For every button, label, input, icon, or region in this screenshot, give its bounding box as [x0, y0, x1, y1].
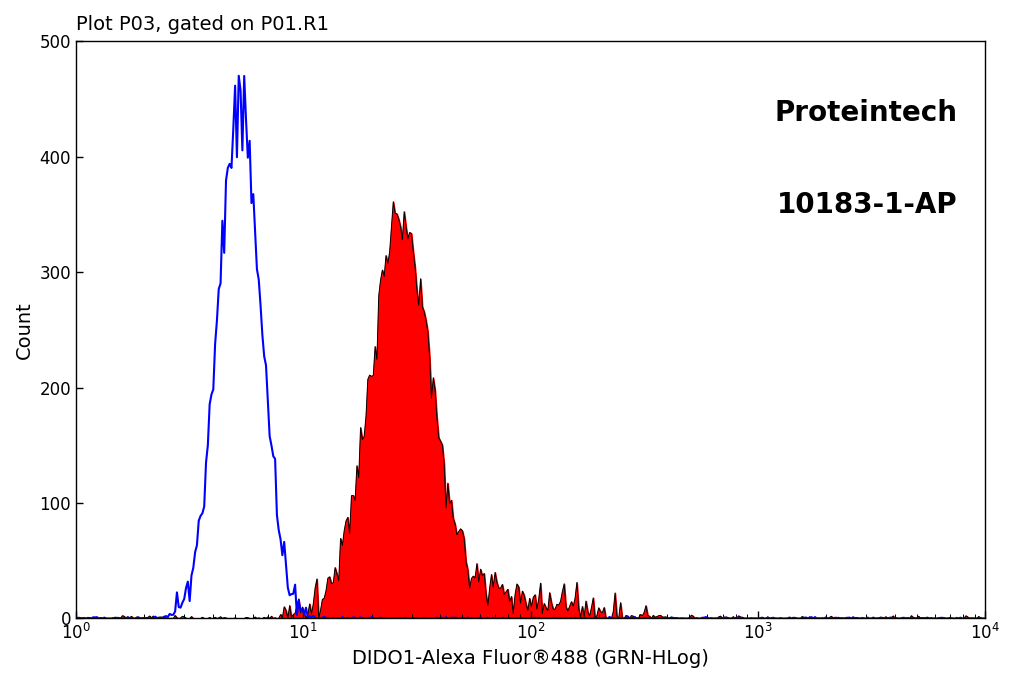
- Text: Proteintech: Proteintech: [774, 99, 958, 127]
- Y-axis label: Count: Count: [15, 301, 33, 359]
- Text: 10183-1-AP: 10183-1-AP: [777, 191, 958, 219]
- Text: Plot P03, gated on P01.R1: Plot P03, gated on P01.R1: [76, 15, 329, 34]
- X-axis label: DIDO1-Alexa Fluor®488 (GRN-HLog): DIDO1-Alexa Fluor®488 (GRN-HLog): [352, 649, 708, 668]
